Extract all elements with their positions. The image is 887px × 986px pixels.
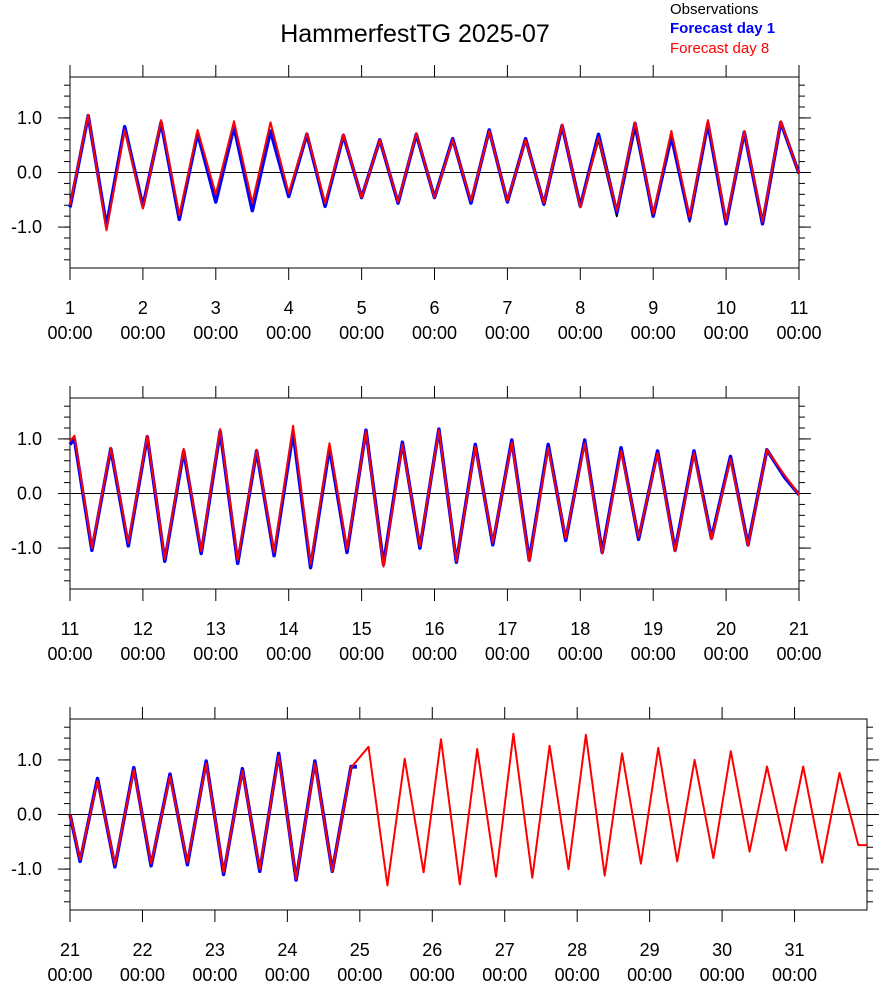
legend-forecast-day-8: Forecast day 8 <box>670 40 769 57</box>
x-tick-label-time: 00:00 <box>482 965 527 985</box>
x-tick-label-time: 00:00 <box>193 323 238 343</box>
x-tick-label-time: 00:00 <box>266 323 311 343</box>
x-tick-label-time: 00:00 <box>558 323 603 343</box>
x-tick-label-time: 00:00 <box>412 323 457 343</box>
x-tick-label-time: 00:00 <box>265 965 310 985</box>
y-tick-label: 0.0 <box>17 163 42 183</box>
x-tick-label-time: 00:00 <box>704 323 749 343</box>
panel-21-31: -1.0 0.0 1.0 21 00:00 22 00:00 23 00:00 24 00:00 25… <box>11 707 879 985</box>
x-tick-label-time: 00:00 <box>631 644 676 664</box>
x-tick-label-day: 11 <box>790 298 809 318</box>
series-line-forecast-day-8 <box>69 113 800 232</box>
x-tick-label-time: 00:00 <box>558 644 603 664</box>
x-tick-label-time: 00:00 <box>555 965 600 985</box>
x-tick-label-time: 00:00 <box>776 323 821 343</box>
panel-11-21: -1.0 0.0 1.0 11 00:00 12 00:00 13 00:00 14 00:00 15… <box>11 386 822 664</box>
x-tick-label-day: 5 <box>357 298 367 318</box>
x-tick-label-time: 00:00 <box>339 323 384 343</box>
series-line-forecast-day-8 <box>69 424 800 568</box>
chart-title: HammerfestTG 2025-07 <box>280 20 550 48</box>
x-tick-label-day: 6 <box>429 298 439 318</box>
x-tick-label-day: 13 <box>206 619 226 639</box>
x-tick-label-day: 28 <box>567 940 587 960</box>
x-tick-label-day: 14 <box>279 619 299 639</box>
x-tick-label-time: 00:00 <box>772 965 817 985</box>
x-tick-label-day: 27 <box>495 940 515 960</box>
x-tick-label-day: 12 <box>133 619 153 639</box>
x-tick-label-day: 26 <box>422 940 442 960</box>
x-tick-label-day: 4 <box>284 298 294 318</box>
x-tick-label-day: 31 <box>785 940 805 960</box>
x-tick-label-day: 11 <box>61 619 80 639</box>
x-tick-label-day: 23 <box>205 940 225 960</box>
x-tick-label-time: 00:00 <box>192 965 237 985</box>
series-line-observations <box>69 114 800 227</box>
x-tick-label-day: 8 <box>575 298 585 318</box>
x-tick-label-time: 00:00 <box>120 323 165 343</box>
x-tick-label-day: 19 <box>643 619 663 639</box>
series-line-forecast-day-1 <box>68 113 801 228</box>
y-tick-label: 1.0 <box>17 429 42 449</box>
x-tick-label-day: 1 <box>65 298 75 318</box>
x-tick-label-day: 29 <box>640 940 660 960</box>
y-tick-label: 1.0 <box>17 108 42 128</box>
x-tick-label-day: 20 <box>716 619 736 639</box>
x-tick-label-time: 00:00 <box>412 644 457 664</box>
y-tick-label: -1.0 <box>11 217 42 237</box>
x-tick-label-time: 00:00 <box>120 644 165 664</box>
x-tick-label-day: 16 <box>424 619 444 639</box>
y-tick-label: 0.0 <box>17 484 42 504</box>
x-tick-label-day: 17 <box>497 619 517 639</box>
x-tick-label-time: 00:00 <box>776 644 821 664</box>
chart-panels: -1.0 0.0 1.0 1 00:00 2 00:00 3 00:00 4 00:00 5 00:00… <box>11 65 879 985</box>
panel-1-11: -1.0 0.0 1.0 1 00:00 2 00:00 3 00:00 4 00:00 5 00:00… <box>11 65 822 343</box>
legend-forecast-day-1: Forecast day 1 <box>670 20 775 37</box>
x-tick-label-day: 22 <box>132 940 152 960</box>
x-tick-label-time: 00:00 <box>47 644 92 664</box>
x-tick-label-day: 3 <box>211 298 221 318</box>
legend-observations: Observations <box>670 1 758 18</box>
x-tick-label-day: 21 <box>789 619 809 639</box>
x-tick-label-time: 00:00 <box>47 323 92 343</box>
y-tick-label: -1.0 <box>11 859 42 879</box>
x-tick-label-time: 00:00 <box>700 965 745 985</box>
x-tick-label-day: 30 <box>712 940 732 960</box>
y-tick-label: 1.0 <box>17 750 42 770</box>
series-line-forecast-day-8 <box>69 732 867 887</box>
x-tick-label-day: 25 <box>350 940 370 960</box>
y-tick-label: -1.0 <box>11 538 42 558</box>
x-tick-label-time: 00:00 <box>337 965 382 985</box>
x-tick-label-time: 00:00 <box>485 644 530 664</box>
x-tick-label-time: 00:00 <box>410 965 455 985</box>
x-tick-label-time: 00:00 <box>193 644 238 664</box>
y-tick-label: 0.0 <box>17 805 42 825</box>
x-tick-label-time: 00:00 <box>631 323 676 343</box>
x-tick-label-time: 00:00 <box>704 644 749 664</box>
x-tick-label-time: 00:00 <box>627 965 672 985</box>
x-tick-label-day: 2 <box>138 298 148 318</box>
x-tick-label-day: 15 <box>352 619 372 639</box>
series-line-forecast-day-1 <box>68 427 801 570</box>
x-tick-label-time: 00:00 <box>120 965 165 985</box>
x-tick-label-day: 10 <box>716 298 736 318</box>
x-tick-label-day: 24 <box>277 940 297 960</box>
x-tick-label-time: 00:00 <box>47 965 92 985</box>
x-tick-label-day: 18 <box>570 619 590 639</box>
x-tick-label-day: 7 <box>502 298 512 318</box>
x-tick-label-day: 21 <box>60 940 80 960</box>
x-tick-label-day: 9 <box>648 298 658 318</box>
x-tick-label-time: 00:00 <box>266 644 311 664</box>
x-tick-label-time: 00:00 <box>485 323 530 343</box>
x-tick-label-time: 00:00 <box>339 644 384 664</box>
